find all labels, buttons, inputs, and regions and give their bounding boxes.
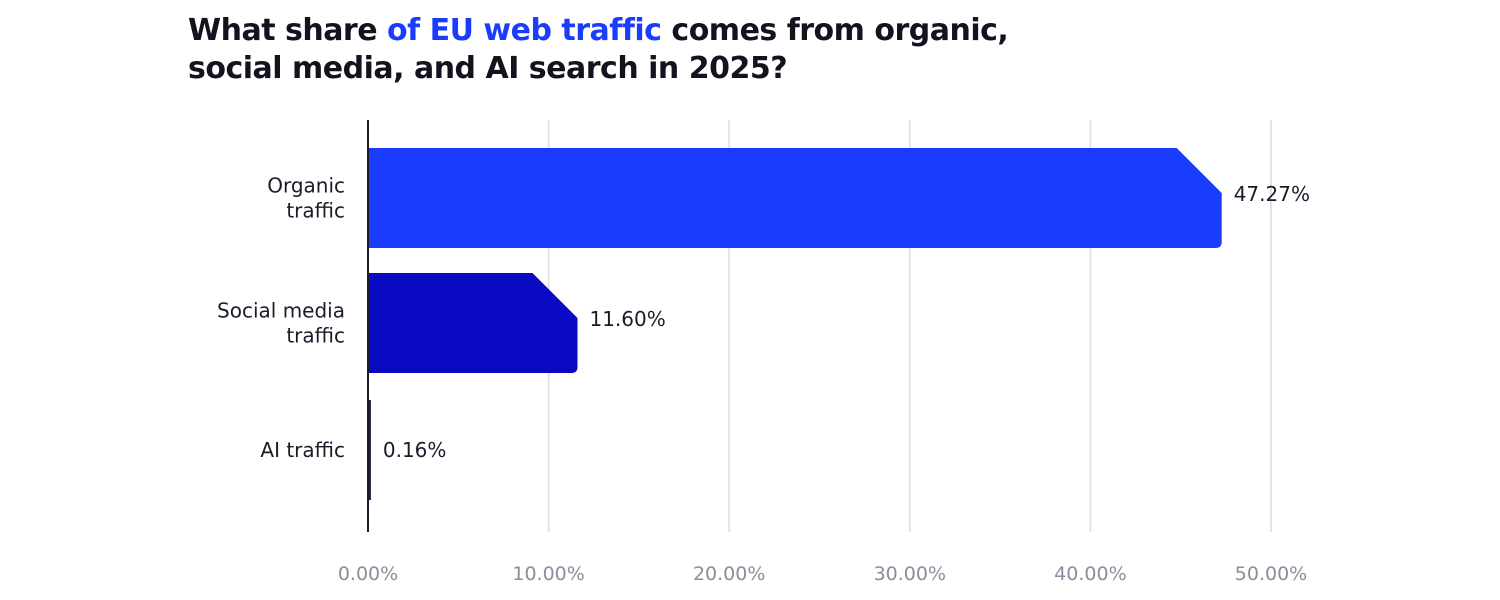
x-tick-label: 30.00% [874, 563, 946, 585]
x-tick-label: 20.00% [693, 563, 765, 585]
bar-1 [368, 273, 578, 373]
x-tick-label: 40.00% [1054, 563, 1126, 585]
title-highlight: of EU web traffic [387, 13, 662, 48]
category-label: traffic [286, 324, 345, 348]
data-label: 11.60% [589, 307, 665, 331]
data-label: 47.27% [1234, 182, 1310, 206]
category-label: Organic [267, 174, 345, 198]
category-label: AI traffic [260, 438, 345, 462]
bar-0 [368, 148, 1222, 248]
title-part: What share [188, 13, 388, 48]
category-label: traffic [286, 199, 345, 223]
x-tick-label: 10.00% [512, 563, 584, 585]
category-label: Social media [217, 299, 345, 323]
chart-title: What share of EU web traffic comes from … [188, 12, 1009, 88]
x-tick-label: 50.00% [1235, 563, 1307, 585]
data-label: 0.16% [383, 438, 447, 462]
x-tick-label: 0.00% [338, 563, 398, 585]
title-part: comes from organic, [661, 13, 1009, 48]
title-line-2: social media, and AI search in 2025? [188, 51, 788, 86]
